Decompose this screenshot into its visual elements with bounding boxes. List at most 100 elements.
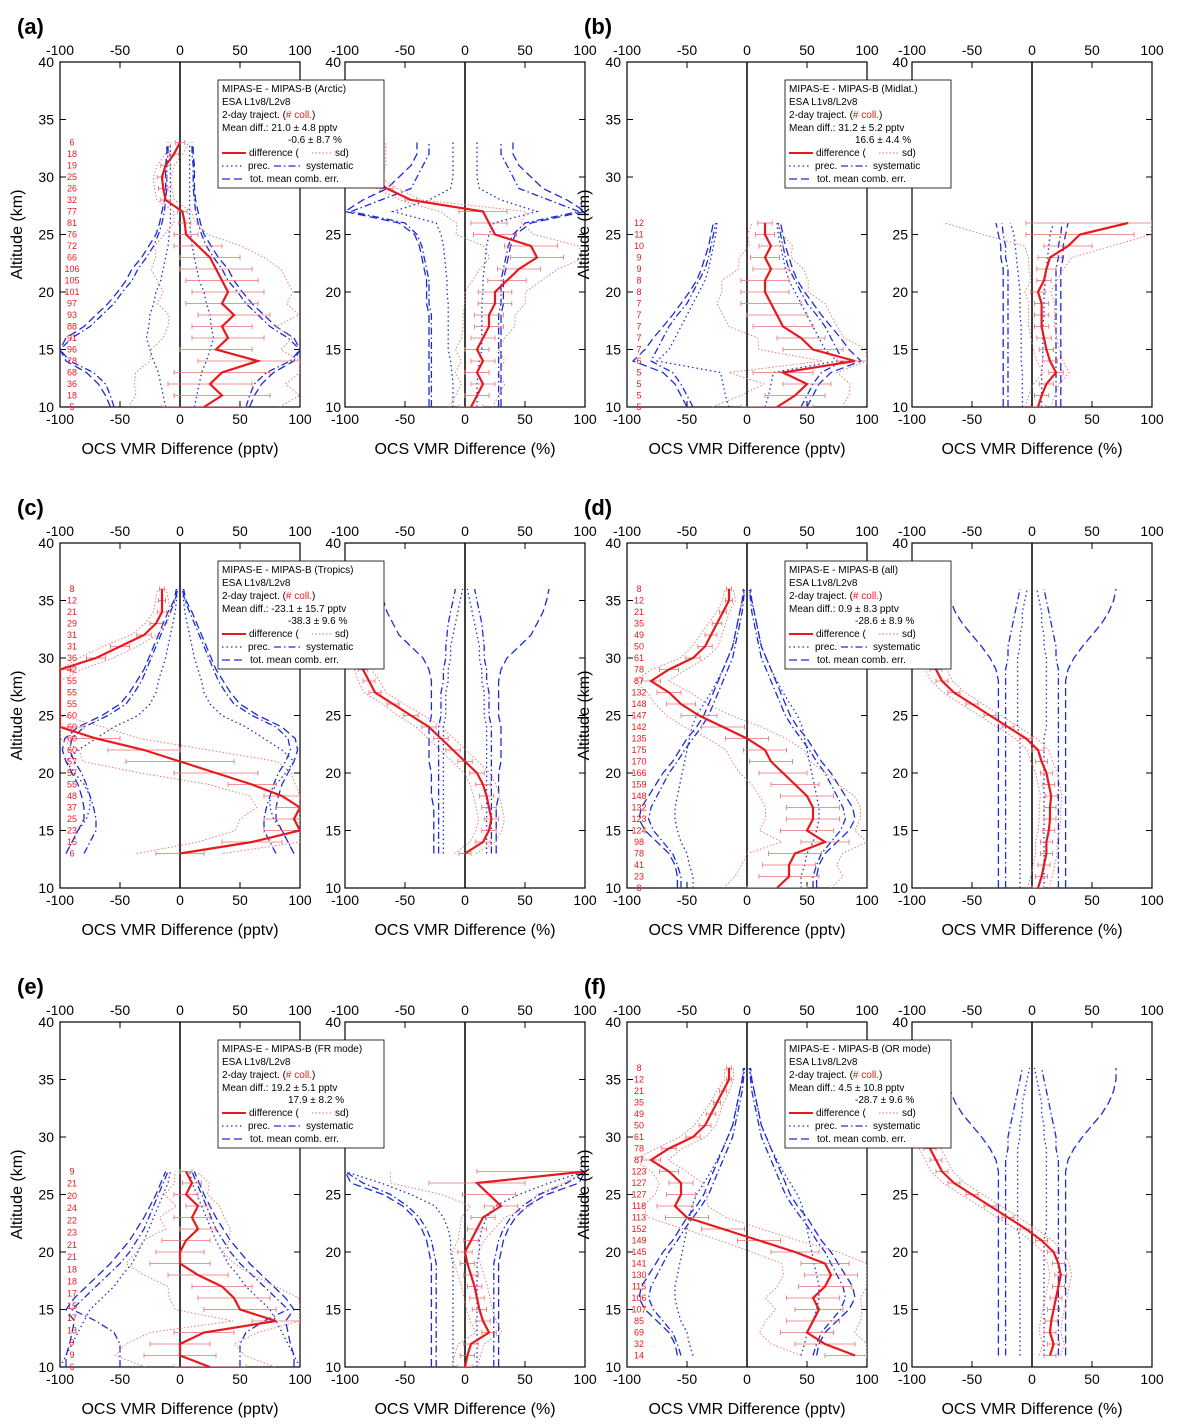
collocation-count: 12 — [634, 596, 644, 606]
x-tick-label: -100 — [331, 1371, 359, 1387]
precision-line-neg — [60, 1171, 172, 1367]
sd-line-lower — [912, 589, 1041, 888]
x-tick-label: 50 — [1084, 892, 1100, 908]
y-tick-label: 20 — [892, 1244, 908, 1260]
y-tick-label: 40 — [38, 1014, 54, 1030]
y-tick-label: 40 — [325, 1014, 341, 1030]
systematic-line-pos — [497, 142, 582, 407]
legend-version: ESA L1v8/L2v8 — [222, 97, 291, 108]
y-tick-label: 10 — [38, 880, 54, 896]
x-tick-label-top: -50 — [110, 523, 130, 539]
collocation-count: 24 — [67, 1203, 77, 1213]
y-tick-label: 10 — [325, 880, 341, 896]
collocation-count: 87 — [634, 676, 644, 686]
y-tick-label: 20 — [325, 1244, 341, 1260]
y-tick-label: 10 — [605, 880, 621, 896]
collocation-count: 12 — [634, 1075, 644, 1085]
panel-label: (e) — [17, 974, 44, 999]
legend-version: ESA L1v8/L2v8 — [789, 1057, 858, 1068]
difference-line — [463, 1170, 585, 1367]
legend-systematic-label: systematic — [873, 161, 920, 172]
x-tick-label: 100 — [288, 411, 312, 427]
total-error-line-pos — [500, 142, 585, 407]
x-tick-label: 50 — [1084, 411, 1100, 427]
total-error-line-neg — [65, 1171, 167, 1367]
x-tick-label: -50 — [962, 1371, 982, 1387]
x-tick-label: 50 — [517, 892, 533, 908]
legend-difference-label: difference ( — [816, 1108, 867, 1119]
x-tick-label-top: 100 — [855, 42, 879, 58]
collocation-count: 97 — [67, 299, 77, 309]
collocation-count: 132 — [631, 688, 646, 698]
systematic-line-neg — [647, 1067, 746, 1356]
systematic-line-neg — [650, 222, 717, 407]
x-tick-label: 100 — [288, 1371, 312, 1387]
x-tick-label-top: -100 — [331, 1002, 359, 1018]
precision-line-neg — [674, 1067, 746, 1356]
x-tick-label: 50 — [517, 1371, 533, 1387]
collocation-count: 148 — [631, 791, 646, 801]
sd-line-upper — [379, 142, 585, 407]
y-axis-label: Altitude (km) — [576, 671, 593, 761]
collocation-count: 26 — [67, 184, 77, 194]
y-tick-label: 35 — [38, 112, 54, 128]
legend-prec-label: prec. — [248, 161, 270, 172]
x-tick-label: 0 — [461, 892, 469, 908]
x-axis-label: OCS VMR Difference (%) — [374, 1401, 555, 1418]
legend-sd-label: sd) — [902, 148, 916, 159]
x-tick-label-top: 50 — [1084, 42, 1100, 58]
precision-line-pos — [188, 142, 215, 407]
x-tick-label: 100 — [855, 411, 879, 427]
legend-mean-diff-pptv: Mean diff.: 19.2 ± 5.1 pptv — [222, 1083, 337, 1094]
x-tick-label-top: -100 — [898, 1002, 926, 1018]
total-error-line-neg — [638, 1067, 745, 1356]
systematic-line-neg — [345, 1170, 437, 1367]
collocation-count: 5 — [636, 391, 641, 401]
x-tick-label-top: 100 — [855, 523, 879, 539]
y-axis-label: Altitude (km) — [576, 190, 593, 280]
x-tick-label-top: -50 — [395, 42, 415, 58]
collocation-count: 14 — [634, 1351, 644, 1361]
difference-line — [1036, 221, 1129, 407]
legend-difference-label: difference ( — [249, 148, 300, 159]
collocation-count: 10 — [634, 241, 644, 251]
y-tick-label: 15 — [325, 823, 341, 839]
collocation-count: 57 — [67, 757, 77, 767]
legend-frame — [217, 560, 385, 670]
collocation-count: 31 — [67, 642, 77, 652]
collocation-count: 6 — [69, 138, 74, 148]
x-tick-label: -50 — [395, 1371, 415, 1387]
y-tick-label: 20 — [892, 284, 908, 300]
panel-c: (c)Altitude (km)-100-100-50-500050501001… — [9, 495, 597, 939]
x-axis-label: OCS VMR Difference (%) — [374, 441, 555, 458]
x-tick-label: 50 — [517, 411, 533, 427]
legend-title: MIPAS-E - MIPAS-B (OR mode) — [789, 1044, 931, 1055]
y-tick-label: 40 — [38, 54, 54, 70]
x-tick-label: 100 — [573, 892, 597, 908]
y-tick-label: 15 — [605, 1302, 621, 1318]
x-tick-label-top: 0 — [176, 1002, 184, 1018]
x-tick-label-top: 50 — [799, 1002, 815, 1018]
collocation-count: 72 — [67, 241, 77, 251]
collocation-count: 124 — [631, 826, 646, 836]
systematic-line-pos — [1055, 222, 1063, 407]
x-tick-label-top: -50 — [110, 42, 130, 58]
legend: MIPAS-E - MIPAS-B (all) ESA L1v8/L2v8 2-da… — [784, 560, 952, 670]
y-tick-label: 35 — [605, 593, 621, 609]
legend-prec-label: prec. — [815, 1121, 837, 1132]
x-tick-label-top: -100 — [46, 42, 74, 58]
collocation-count: 55 — [67, 699, 77, 709]
x-tick-label-top: -100 — [613, 42, 641, 58]
collocation-count: 21 — [67, 1252, 77, 1262]
y-tick-label: 25 — [38, 1187, 54, 1203]
x-tick-label: -100 — [331, 411, 359, 427]
y-tick-label: 20 — [605, 765, 621, 781]
collocation-count: 149 — [631, 1236, 646, 1246]
sd-line-upper — [196, 1171, 300, 1367]
x-tick-label: 0 — [461, 1371, 469, 1387]
collocation-count: 60 — [67, 711, 77, 721]
x-tick-label-top: 0 — [461, 523, 469, 539]
collocation-count: 18 — [67, 391, 77, 401]
collocation-count: 5 — [636, 368, 641, 378]
total-error-line-pos — [749, 588, 856, 888]
